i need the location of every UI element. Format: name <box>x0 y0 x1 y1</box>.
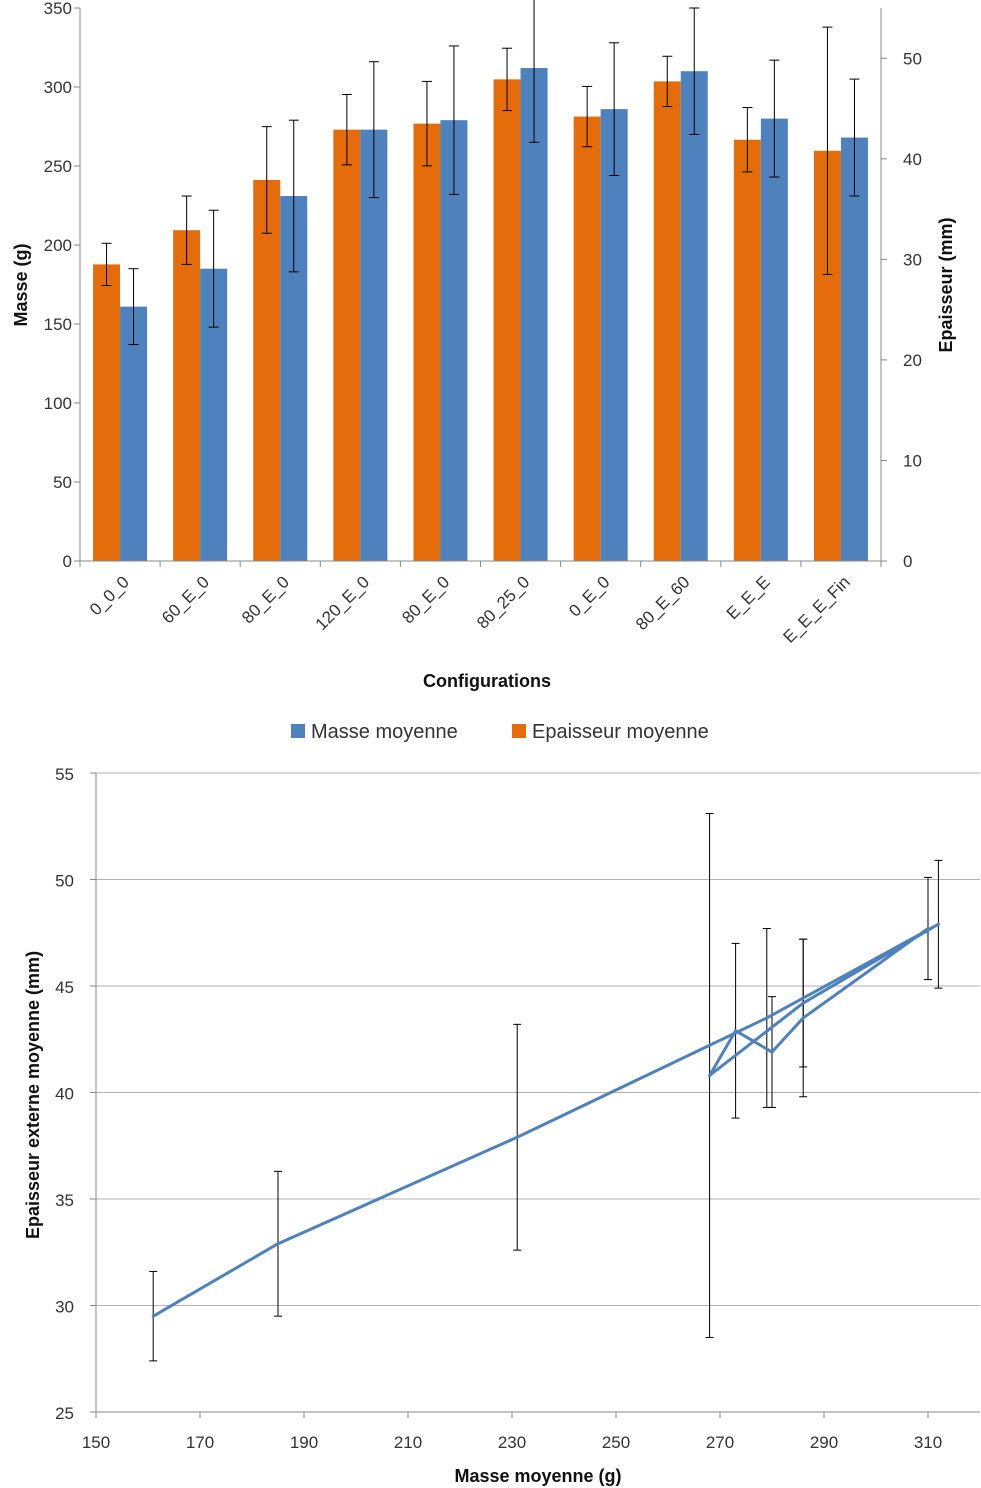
x-tick-label: 170 <box>186 1433 214 1452</box>
x-tick-label: E_E_E_Fin <box>780 572 854 646</box>
x-tick-label: 250 <box>602 1433 630 1452</box>
y2-tick-label: 30 <box>903 250 922 269</box>
y2-axis-title: Epaisseur (mm) <box>936 217 956 352</box>
bar <box>120 306 148 561</box>
x-tick-label: 270 <box>706 1433 734 1452</box>
y-tick-label: 45 <box>55 978 74 997</box>
x-axis-title: Configurations <box>423 671 551 691</box>
line-chart: 25 30 35 40 45 50 55 150 170 190 210 230 250 270 290 31… <box>23 765 980 1486</box>
y2-tick-label: 20 <box>903 351 922 370</box>
data-point <box>151 1314 155 1318</box>
y2-tick-label: 0 <box>903 552 912 571</box>
bar <box>253 179 281 561</box>
data-point <box>765 1016 769 1020</box>
y-tick-label: 50 <box>55 872 74 891</box>
x-tick-label: E_E_E <box>723 572 774 623</box>
data-point <box>801 1016 805 1020</box>
x-tick-label: 210 <box>394 1433 422 1452</box>
x-tick-label: 80_E_60 <box>632 572 694 634</box>
bar <box>333 129 361 561</box>
x-tick-label: 80_25_0 <box>473 572 533 632</box>
error-bars-group <box>149 812 943 1362</box>
legend-label-epaisseur: Epaisseur moyenne <box>532 721 709 743</box>
bar <box>520 68 548 561</box>
y-tick-label: 300 <box>44 78 72 97</box>
bar <box>93 264 121 561</box>
x-tick-label: 0_E_0 <box>565 572 613 620</box>
y-tick-label: 35 <box>55 1191 74 1210</box>
y-tick-label: 25 <box>55 1404 74 1423</box>
bar <box>600 109 628 562</box>
legend-label-masse: Masse moyenne <box>311 721 458 743</box>
y2-tick-label: 10 <box>903 451 922 470</box>
legend-swatch-masse <box>291 724 305 738</box>
y-tick-label: 350 <box>44 0 72 18</box>
x-tick-label: 60_E_0 <box>158 572 213 627</box>
bar <box>733 139 761 561</box>
y-tick-label: 0 <box>63 552 72 571</box>
bar <box>840 137 868 561</box>
x-tick-label: 290 <box>810 1433 838 1452</box>
data-point <box>734 1029 738 1033</box>
y-tick-label: 100 <box>44 394 72 413</box>
y-axis-title: Masse (g) <box>11 243 31 326</box>
y-tick-label: 40 <box>55 1085 74 1104</box>
y-tick-label: 150 <box>44 315 72 334</box>
data-point <box>926 926 930 930</box>
x-tick-label: 190 <box>290 1433 318 1452</box>
legend: Masse moyenne Epaisseur moyenne <box>291 721 709 743</box>
y-tick-label: 30 <box>55 1298 74 1317</box>
bar <box>653 81 681 561</box>
data-point <box>936 922 940 926</box>
y-tick-label: 50 <box>53 473 72 492</box>
data-point <box>708 1073 712 1077</box>
bar-series-group <box>93 68 868 562</box>
x-tick-label: 80_E_0 <box>238 572 293 627</box>
bar <box>413 123 441 562</box>
y-tick-label: 200 <box>44 236 72 255</box>
y-axis-title: Epaisseur externe moyenne (mm) <box>23 951 43 1239</box>
x-tick-label: 150 <box>82 1433 110 1452</box>
bar <box>173 230 201 562</box>
y2-tick-label: 50 <box>903 49 922 68</box>
x-tick-label: 120_E_0 <box>312 572 374 634</box>
bar <box>493 79 521 562</box>
y2-tick-label: 40 <box>903 150 922 169</box>
data-point <box>276 1242 280 1246</box>
bar <box>573 116 601 562</box>
x-tick-label: 230 <box>498 1433 526 1452</box>
bar <box>680 71 708 561</box>
legend-swatch-epaisseur <box>512 724 526 738</box>
y-tick-label: 250 <box>44 157 72 176</box>
bar <box>760 118 788 561</box>
bar-chart: 0 50 100 150 200 250 300 350 0 10 20 30 40 50 0_0_0 60_… <box>11 0 956 743</box>
x-tick-label: 80_E_0 <box>398 572 453 627</box>
x-tick-label: 310 <box>914 1433 942 1452</box>
bar <box>360 129 388 561</box>
data-point <box>801 1001 805 1005</box>
y-tick-label: 55 <box>55 765 74 784</box>
x-axis-title: Masse moyenne (g) <box>454 1466 621 1486</box>
error-bars-group <box>101 0 860 346</box>
x-tick-label: 0_0_0 <box>86 572 133 619</box>
data-line <box>152 922 940 1318</box>
data-point <box>770 1050 774 1054</box>
data-point <box>515 1135 519 1139</box>
